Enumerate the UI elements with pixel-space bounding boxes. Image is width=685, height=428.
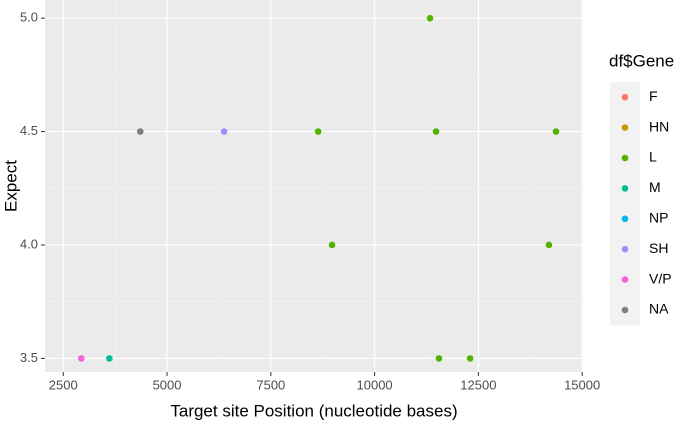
legend-swatch [621, 93, 629, 101]
x-tick-label: 15000 [564, 377, 600, 392]
point [552, 128, 560, 135]
y-tick-label: 4.5 [20, 123, 38, 138]
x-tick-label: 7500 [256, 377, 285, 392]
point [466, 355, 474, 362]
legend-label: NP [649, 210, 668, 226]
point [220, 128, 228, 135]
point [435, 355, 443, 362]
grid [45, 0, 583, 372]
point [545, 241, 553, 249]
point [432, 128, 440, 135]
legend-swatch [621, 215, 629, 223]
plot-panel [45, 0, 583, 372]
y-tick-label: 4.0 [20, 236, 38, 251]
legend-swatch [621, 276, 629, 283]
marks [78, 14, 560, 362]
legend-title: df$Gene [609, 51, 674, 70]
legend-label: F [649, 88, 658, 104]
point [314, 128, 322, 135]
legend-swatch [621, 185, 629, 192]
x-tick-label: 5000 [153, 377, 182, 392]
x-tick-label: 10000 [357, 377, 393, 392]
point [78, 355, 85, 362]
legend-label: NA [649, 301, 669, 317]
x-axis-title: Target site Position (nucleotide bases) [170, 401, 457, 420]
point [136, 128, 144, 135]
legend-label: M [649, 179, 661, 195]
x-tick-label: 12500 [460, 377, 496, 392]
legend-label: SH [649, 240, 668, 256]
legend-swatch [621, 124, 629, 131]
legend-label: L [649, 149, 657, 165]
y-tick-label: 5.0 [20, 10, 38, 25]
y-axis-title: Expect [1, 160, 20, 212]
point [426, 14, 434, 22]
legend: F HN LM NP SH V/P NA [610, 82, 672, 326]
legend-swatch [621, 245, 629, 253]
point [106, 355, 113, 362]
legend-label: V/P [649, 270, 672, 286]
x-tick-label: 2500 [49, 377, 78, 392]
y-tick-label: 3.5 [20, 350, 38, 365]
legend-label: HN [649, 118, 669, 134]
point [328, 241, 336, 249]
legend-swatch [621, 306, 629, 314]
legend-swatch [621, 154, 629, 162]
